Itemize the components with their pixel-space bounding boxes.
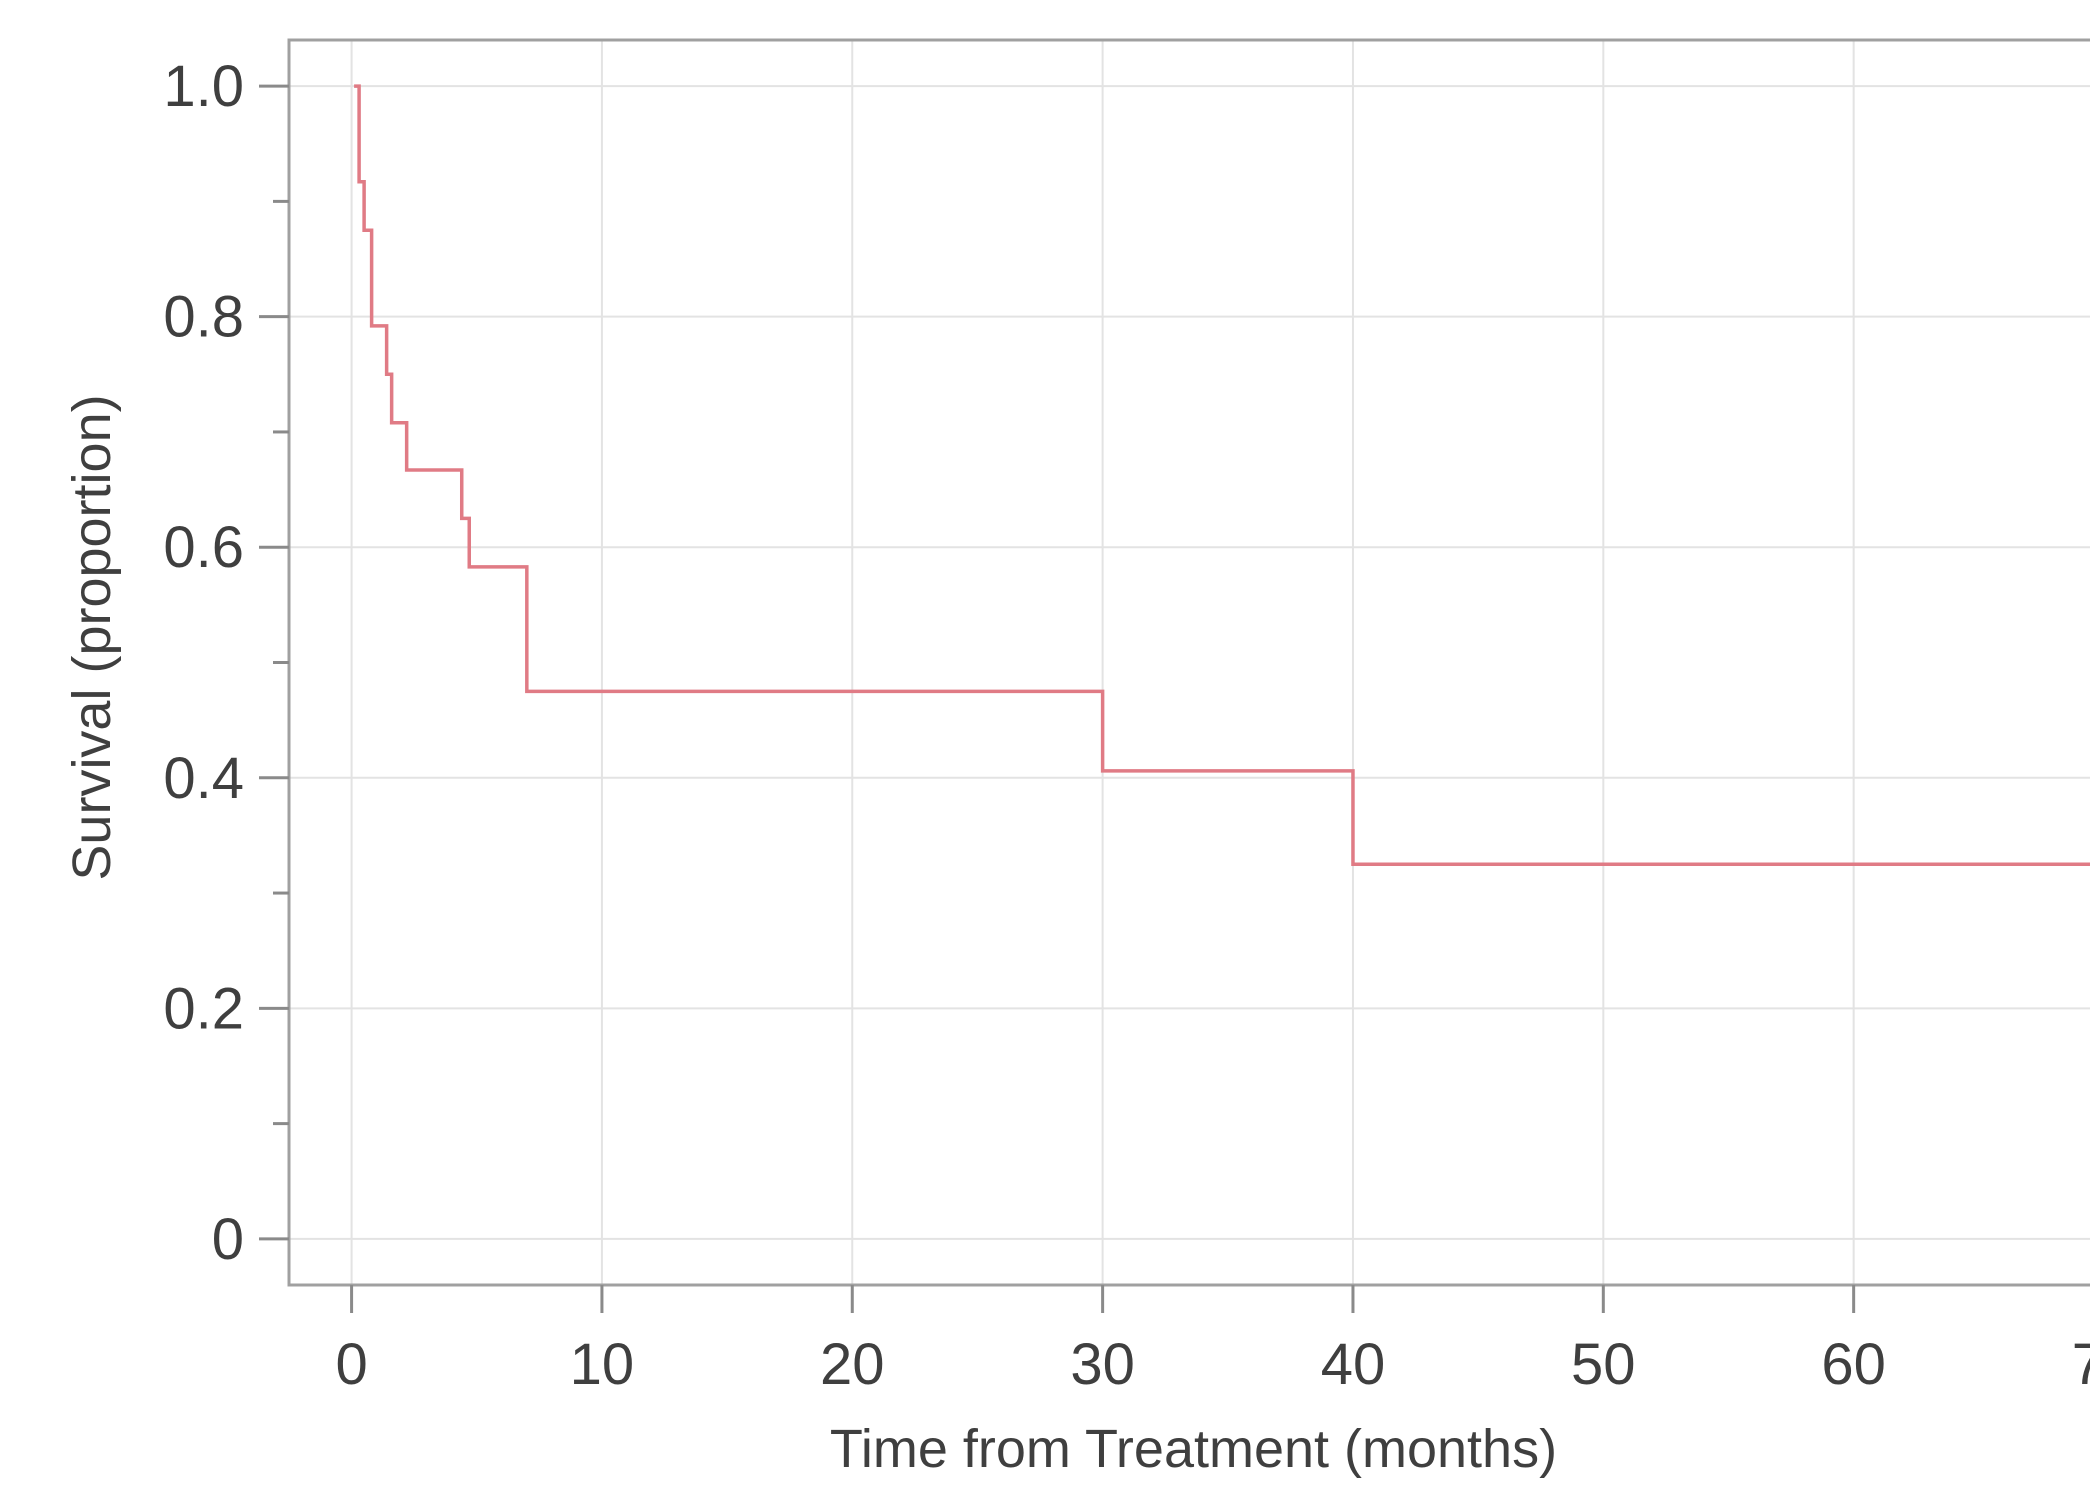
x-axis-tick-labels: 0 10 20 30 40 50 60 70 xyxy=(335,1332,2090,1397)
x-tick-label: 10 xyxy=(570,1332,635,1397)
plot-area-frame xyxy=(287,38,2090,1287)
x-tick-label: 70 xyxy=(2072,1332,2090,1397)
x-tick-label: 40 xyxy=(1321,1332,1386,1397)
x-tick-label: 0 xyxy=(335,1332,367,1397)
axis-ticks xyxy=(259,84,1856,1313)
y-tick-label: 0 xyxy=(212,1207,244,1272)
survival-curve xyxy=(354,84,2090,866)
x-tick-label: 30 xyxy=(1070,1332,1135,1397)
y-tick-label: 0.8 xyxy=(163,285,244,350)
x-axis-title: Time from Treatment (months) xyxy=(830,1419,1557,1479)
y-tick-label: 1.0 xyxy=(163,54,244,119)
y-axis-title: Survival (proportion) xyxy=(62,394,122,880)
y-tick-label: 0.4 xyxy=(163,746,244,811)
x-tick-label: 60 xyxy=(1821,1332,1886,1397)
y-tick-label: 0.6 xyxy=(163,515,244,580)
x-tick-label: 20 xyxy=(820,1332,885,1397)
y-tick-label: 0.2 xyxy=(163,976,244,1041)
grid-lines xyxy=(289,40,2090,1285)
y-axis-tick-labels: 0 0.2 0.4 0.6 0.8 1.0 xyxy=(163,54,244,1272)
x-tick-label: 50 xyxy=(1571,1332,1636,1397)
